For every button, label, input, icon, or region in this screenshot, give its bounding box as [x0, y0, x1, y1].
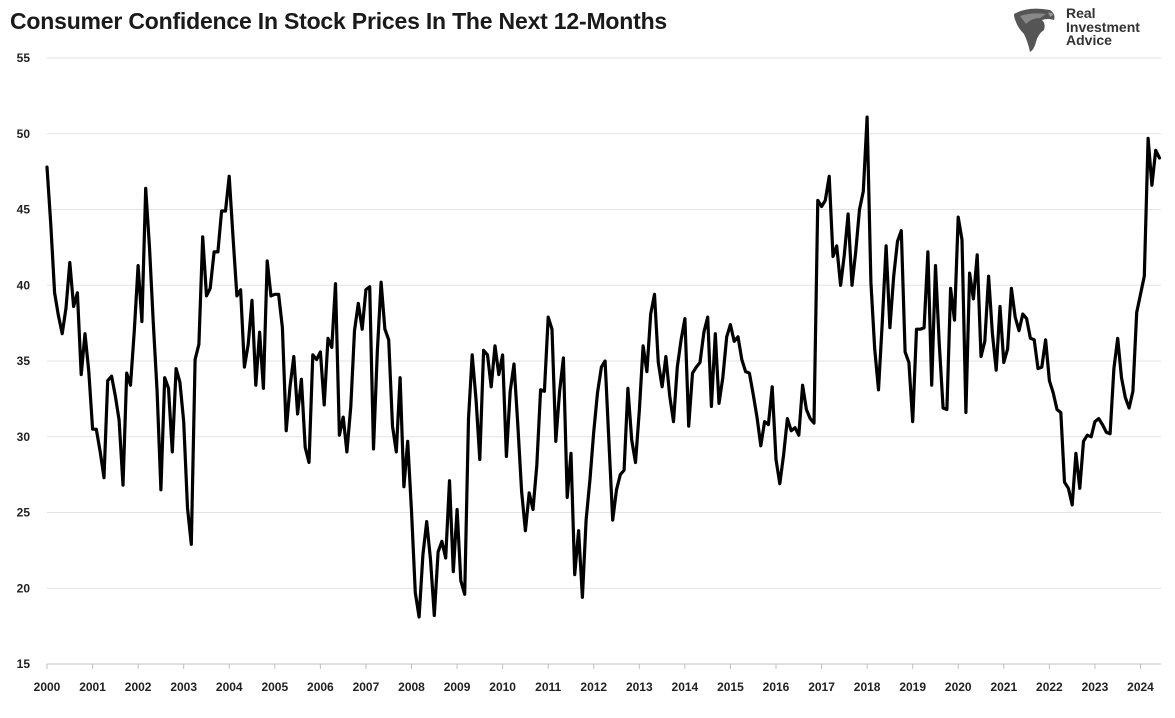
y-tick-label: 25	[17, 506, 31, 520]
x-tick-label: 2019	[899, 680, 926, 694]
logo: Real Investment Advice	[1010, 4, 1170, 54]
y-tick-label: 40	[17, 278, 31, 292]
x-tick-label: 2021	[990, 680, 1017, 694]
x-axis: 2000 2001 2002 2003 2004 2005 2006 2007 2008 2009…	[34, 664, 1154, 694]
x-tick-label: 2002	[125, 680, 152, 694]
x-tick-label: 2011	[535, 680, 561, 694]
x-tick-label: 2010	[489, 680, 516, 694]
logo-text-line-3: Advice	[1066, 32, 1112, 48]
chart-title: Consumer Confidence In Stock Prices In T…	[10, 8, 668, 34]
x-tick-label: 2014	[672, 680, 699, 694]
x-tick-label: 2018	[854, 680, 881, 694]
logo-text-line-1: Real	[1066, 5, 1096, 21]
x-tick-label: 2006	[307, 680, 334, 694]
x-tick-label: 2015	[717, 680, 744, 694]
x-tick-label: 2013	[626, 680, 653, 694]
x-tick-label: 2009	[444, 680, 471, 694]
x-tick-label: 2012	[580, 680, 607, 694]
y-tick-label: 55	[17, 51, 31, 65]
y-tick-label: 45	[17, 203, 31, 217]
x-tick-label: 2024	[1127, 680, 1154, 694]
x-tick-label: 2007	[353, 680, 380, 694]
y-tick-label: 30	[17, 430, 31, 444]
x-tick-label: 2004	[216, 680, 243, 694]
x-tick-label: 2017	[808, 680, 835, 694]
y-axis: 15 20 25 30 35 40 45 50 55	[17, 51, 31, 671]
eagle-logo-icon	[1014, 8, 1055, 53]
x-tick-label: 2000	[34, 680, 61, 694]
logo-text: Real Investment Advice	[1066, 5, 1140, 48]
x-tick-label: 2003	[170, 680, 197, 694]
x-tick-label: 2016	[763, 680, 790, 694]
y-tick-label: 35	[17, 354, 31, 368]
x-tick-label: 2023	[1082, 680, 1109, 694]
y-tick-label: 20	[17, 581, 31, 595]
x-tick-label: 2020	[945, 680, 972, 694]
x-tick-label: 2005	[261, 680, 288, 694]
logo-text-line-2: Investment	[1066, 18, 1140, 35]
y-tick-label: 50	[17, 127, 31, 141]
x-tick-label: 2008	[398, 680, 425, 694]
x-tick-label: 2022	[1036, 680, 1063, 694]
x-tick-label: 2001	[79, 680, 106, 694]
series-line	[45, 115, 1162, 619]
y-tick-label: 15	[17, 657, 31, 671]
